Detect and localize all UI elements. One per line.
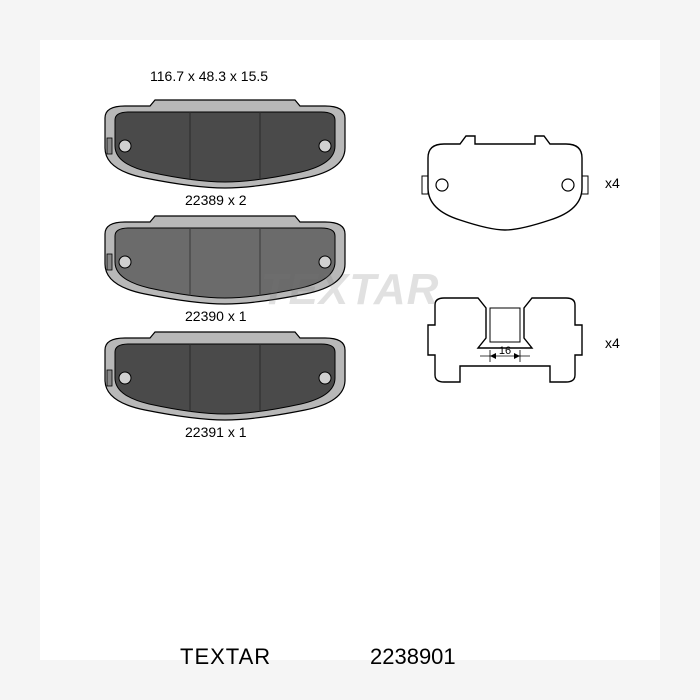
clip-icon: 16 xyxy=(420,290,590,410)
shim-icon xyxy=(420,130,590,240)
brake-pad-3-label: 22391 x 1 xyxy=(185,424,355,440)
brake-pad-stack: 22389 x 2 22390 x 1 xyxy=(95,98,355,446)
clip-qty-label: x4 xyxy=(605,335,620,351)
clip-diagram: 16 x4 xyxy=(420,290,590,415)
brake-pad-3: 22391 x 1 xyxy=(95,330,355,440)
brake-pad-2: 22390 x 1 xyxy=(95,214,355,324)
brake-pad-icon xyxy=(95,330,355,422)
brake-pad-2-label: 22390 x 1 xyxy=(185,308,355,324)
brake-pad-icon xyxy=(95,98,355,190)
brake-pad-1: 22389 x 2 xyxy=(95,98,355,208)
footer-brand: TEXTAR xyxy=(180,644,271,670)
brake-pad-icon xyxy=(95,214,355,306)
clip-dim-text: 16 xyxy=(499,345,511,357)
dimensions-label: 116.7 x 48.3 x 15.5 xyxy=(150,68,268,84)
diagram-canvas: 116.7 x 48.3 x 15.5 22389 x 2 xyxy=(40,40,660,660)
brake-pad-1-label: 22389 x 2 xyxy=(185,192,355,208)
shim-diagram: x4 xyxy=(420,130,590,245)
shim-qty-label: x4 xyxy=(605,175,620,191)
footer-part-number: 2238901 xyxy=(370,644,456,670)
